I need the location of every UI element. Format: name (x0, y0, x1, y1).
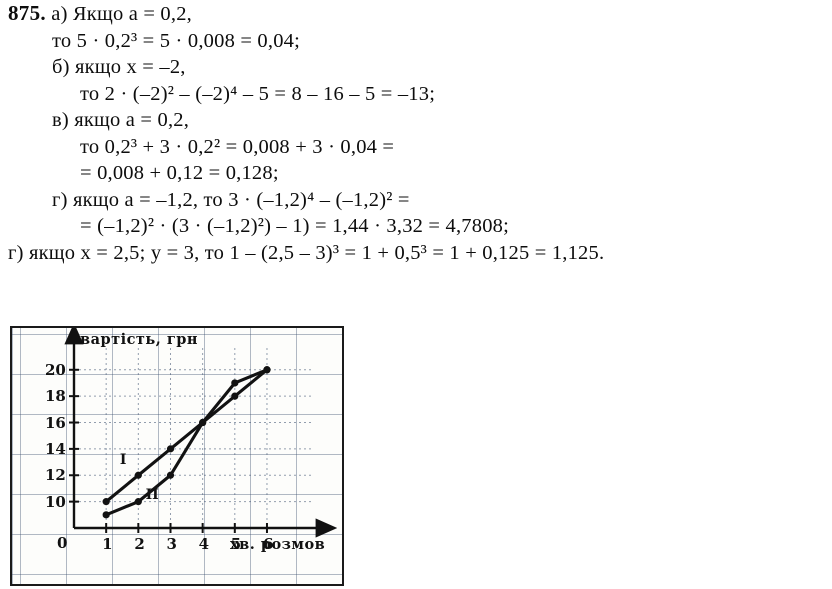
x-tick-label: 4 (198, 535, 210, 553)
x-tick-label: 6 (262, 535, 274, 553)
series-annotation: I (119, 451, 127, 468)
graph-figure: вартість, грн хв. розмов 1 2 3 4 5 6 10 12 14 16 1… (10, 326, 344, 586)
solution-text-block: 875. а) Якщо a = 0,2, то 5 · 0,2³ = 5 · … (0, 0, 832, 266)
y-tick-label: 12 (45, 466, 66, 485)
solution-line: г) якщо x = 2,5; y = 3, то 1 – (2,5 – 3)… (8, 241, 605, 264)
y-tick-label: 16 (45, 413, 66, 432)
solution-line: в) якщо a = 0,2, (52, 109, 190, 131)
y-tick-label: 10 (45, 492, 66, 511)
x-tick-label: 3 (166, 535, 177, 553)
graph-paper-grid (12, 328, 342, 584)
solution-line: 875. а) Якщо a = 0,2, (0, 0, 832, 28)
solution-line: то 5 · 0,2³ = 5 · 0,008 = 0,04; (52, 29, 301, 52)
y-tick-label: 14 (45, 439, 66, 458)
solution-line-text: а) Якщо a = 0,2, (51, 3, 192, 25)
y-axis-label: вартість, грн (80, 331, 198, 348)
plot-svg (64, 328, 338, 538)
solution-line: б) якщо x = –2, (52, 56, 186, 78)
solution-line: г) якщо a = –1,2, то 3 · (–1,2)⁴ – (–1,2… (52, 188, 410, 211)
origin-label: 0 (57, 534, 68, 552)
plot-layer (64, 328, 338, 538)
solution-line: то 2 · (–2)² – (–2)⁴ – 5 = 8 – 16 – 5 = … (80, 82, 436, 105)
solution-line: = 0,008 + 0,12 = 0,128; (80, 162, 279, 184)
x-axis-label: хв. розмов (230, 536, 326, 553)
x-tick-label: 5 (230, 535, 242, 553)
y-tick-label: 18 (45, 387, 66, 406)
x-tick-label: 2 (134, 535, 145, 553)
solution-line: = (–1,2)² · (3 · (–1,2)²) – 1) = 1,44 · … (80, 215, 509, 237)
exercise-number: 875. (8, 1, 46, 25)
y-tick-label: 20 (45, 360, 66, 379)
series-annotation: II (145, 487, 159, 504)
x-tick-label: 1 (102, 535, 113, 553)
solution-line: то 0,2³ + 3 · 0,2² = 0,008 + 3 · 0,04 = (80, 135, 395, 158)
